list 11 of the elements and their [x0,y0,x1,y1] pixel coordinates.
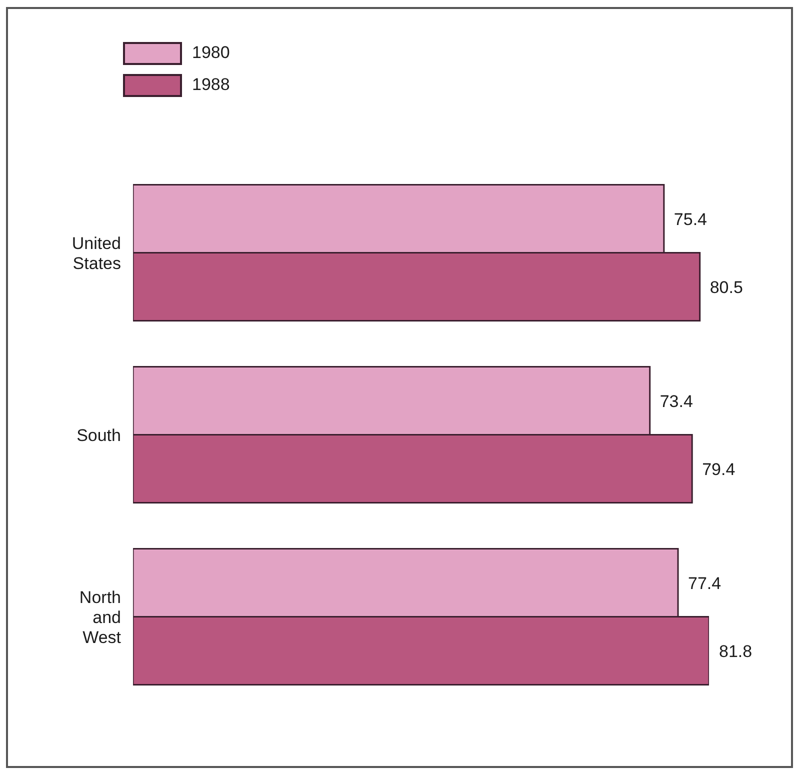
legend-label: 1988 [192,75,230,95]
data-label: 73.4 [660,392,693,411]
data-label: 79.4 [702,460,736,479]
data-label: 77.4 [688,574,722,593]
y-tick-label: South [76,426,121,444]
data-label: 80.5 [710,278,743,297]
y-tick-label: United States [72,234,121,272]
y-tick-label: North and West [79,588,122,646]
data-label: 75.4 [674,210,708,229]
legend-label: 1980 [192,43,230,63]
data-label: 81.8 [719,642,752,661]
